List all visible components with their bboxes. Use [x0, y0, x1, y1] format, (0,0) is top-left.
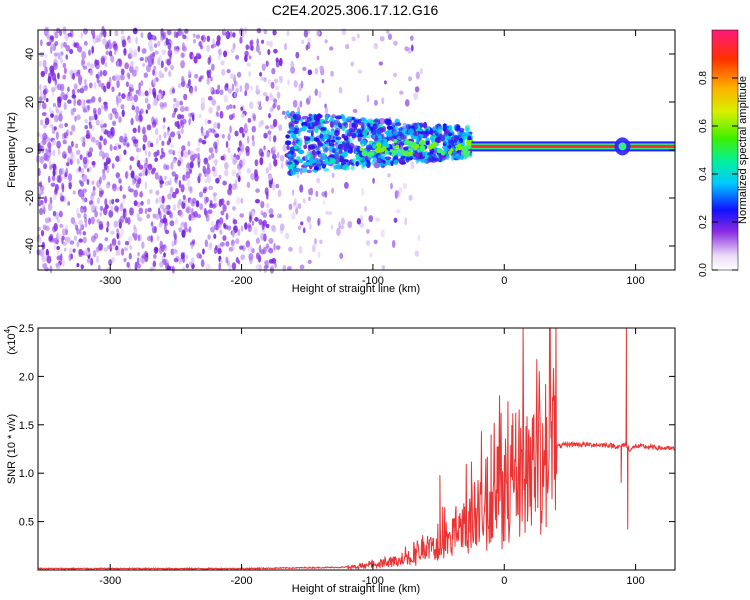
- spectrogram-y-ticks: -40 -20 0 20 40: [24, 48, 675, 254]
- spectrogram-y-label: Frequency (Hz): [6, 112, 18, 188]
- spectrogram-noise-blobs: [35, 26, 423, 274]
- spectrogram-signal-blobs: [284, 110, 475, 177]
- colorbar-gradient: [711, 29, 739, 271]
- x-tick-label: 100: [626, 275, 644, 287]
- y-tick-label: 1.0: [19, 468, 34, 480]
- colorbar-tick-label: 0.0: [698, 263, 709, 277]
- spectrogram-marks: [35, 26, 675, 274]
- x-tick-label: -200: [231, 575, 253, 587]
- x-tick-label: 0: [501, 275, 507, 287]
- x-tick-label: 0: [501, 575, 507, 587]
- snr-multiplier-exp: 4: [3, 328, 12, 333]
- y-tick-label: 0.5: [19, 517, 34, 529]
- colorbar-ticks: 0.0 0.2 0.4 0.6 0.8: [698, 71, 738, 277]
- carrier-line-core: [471, 144, 675, 148]
- y-tick-label: -40: [24, 238, 36, 254]
- snr-multiplier-close: ): [6, 325, 18, 329]
- x-tick-label: -100: [362, 575, 384, 587]
- x-tick-label: -100: [362, 275, 384, 287]
- snr-x-label: Height of straight line (km): [292, 583, 420, 595]
- x-tick-label: 100: [626, 575, 644, 587]
- y-tick-label: 2.5: [19, 323, 34, 335]
- colorbar-tick-label: 0.8: [698, 71, 709, 85]
- y-tick-label: 0: [24, 147, 36, 153]
- y-tick-label: 1.5: [19, 420, 34, 432]
- snr-y-ticks: 0.5 1.0 1.5 2.0 2.5: [19, 323, 675, 529]
- snr-frame: [37, 327, 676, 571]
- colorbar-tick-label: 0.6: [698, 119, 709, 133]
- colorbar-tick-label: 0.2: [698, 215, 709, 229]
- colorbar-tick-label: 0.4: [698, 167, 709, 181]
- snr-plot-area: [38, 328, 675, 570]
- snr-panel: -300 -200 -100 0 100 0.5 1.0 1.5 2.0 2.5 Height …: [3, 323, 676, 595]
- snr-series-line: [38, 328, 675, 570]
- snr-multiplier: (x104): [3, 325, 18, 355]
- figure-title: C2E4.2025.306.17.12.G16: [272, 2, 439, 18]
- spectrogram-x-label: Height of straight line (km): [292, 283, 420, 295]
- snr-x-ticks: -300 -200 -100 0 100: [99, 328, 645, 587]
- snr-multiplier-base: (x10: [6, 333, 18, 354]
- y-tick-label: -20: [24, 190, 36, 206]
- snr-y-label: SNR (10 * v/v): [6, 414, 18, 484]
- colorbar-label: Normalized spectral amplitude: [737, 76, 749, 224]
- x-tick-label: -300: [99, 275, 121, 287]
- y-tick-label: 20: [24, 96, 36, 108]
- x-tick-label: -200: [231, 275, 253, 287]
- x-tick-label: -300: [99, 575, 121, 587]
- y-tick-label: 40: [24, 48, 36, 60]
- spectrogram-x-ticks: -300 -200 -100 0 100: [99, 30, 645, 287]
- carrier-spike-core: [618, 142, 627, 151]
- colorbar: 0.0 0.2 0.4 0.6 0.8 Normalized spectral ampl…: [698, 29, 749, 277]
- svg-text:(x104): (x104): [3, 325, 18, 355]
- y-tick-label: 2.0: [19, 371, 34, 383]
